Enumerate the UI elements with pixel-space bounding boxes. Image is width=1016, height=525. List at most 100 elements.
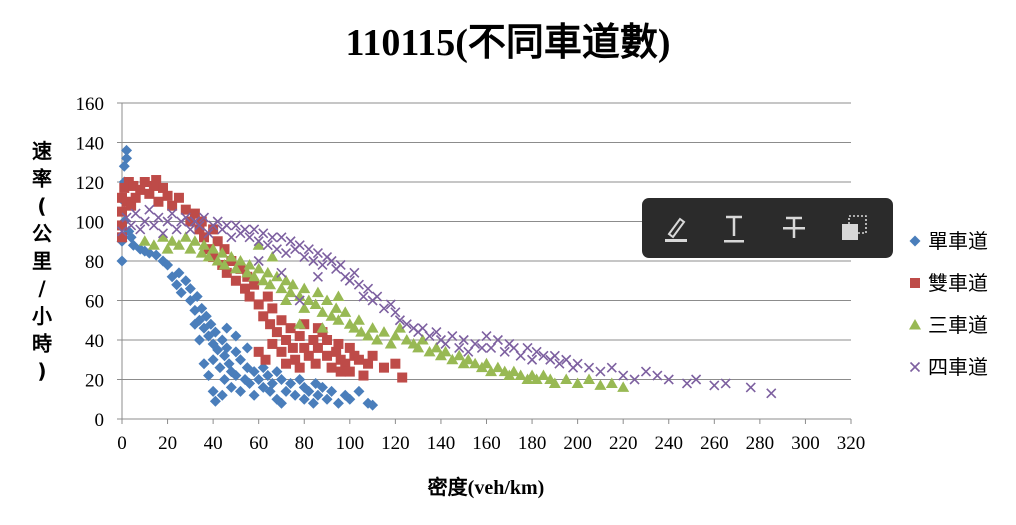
- series-diamond: [116, 144, 379, 411]
- data-point: [209, 326, 221, 338]
- data-point: [312, 248, 323, 259]
- data-point: [180, 204, 191, 215]
- data-point: [430, 341, 443, 353]
- data-point: [244, 232, 255, 243]
- data-point: [583, 362, 595, 373]
- data-point: [243, 258, 256, 270]
- data-point: [355, 326, 368, 337]
- text-underline-icon[interactable]: [716, 210, 752, 246]
- data-point: [394, 315, 405, 326]
- data-point: [290, 354, 301, 365]
- data-point: [262, 240, 273, 251]
- data-point: [397, 372, 408, 383]
- data-point: [189, 208, 200, 219]
- data-point: [198, 358, 210, 370]
- text-strikethrough-icon[interactable]: [776, 210, 812, 246]
- data-point: [130, 208, 141, 219]
- data-point: [691, 374, 702, 385]
- data-point: [446, 353, 459, 365]
- data-point: [249, 224, 260, 235]
- data-point: [322, 335, 333, 345]
- data-point: [252, 262, 265, 274]
- data-point: [371, 334, 384, 345]
- data-point: [179, 231, 192, 242]
- data-point: [344, 393, 356, 405]
- data-point: [208, 252, 219, 263]
- data-point: [240, 283, 251, 294]
- data-point: [514, 369, 527, 381]
- data-point: [248, 389, 260, 401]
- data-point: [499, 346, 510, 357]
- data-point: [148, 220, 159, 231]
- data-point: [188, 235, 201, 246]
- data-point: [229, 262, 242, 274]
- data-point: [162, 190, 173, 201]
- data-point: [317, 259, 328, 271]
- data-point: [135, 224, 146, 235]
- data-point: [303, 244, 314, 255]
- data-point: [221, 342, 233, 354]
- y-axis-label-char: 率: [32, 167, 52, 191]
- y-axis-label-char: 里: [32, 249, 52, 273]
- series-x: [116, 204, 777, 399]
- data-point: [412, 341, 425, 353]
- data-point: [262, 291, 273, 302]
- data-point: [253, 299, 264, 310]
- data-point: [548, 377, 561, 388]
- data-point: [138, 235, 151, 246]
- legend-marker-diamond: [909, 235, 921, 247]
- data-point: [431, 327, 442, 338]
- data-point: [276, 267, 287, 278]
- data-point: [390, 307, 401, 318]
- data-point: [629, 374, 640, 385]
- data-point: [330, 302, 343, 313]
- data-point: [241, 342, 253, 354]
- data-point: [400, 334, 413, 345]
- data-point: [212, 236, 223, 247]
- data-point: [275, 397, 287, 409]
- data-point: [260, 354, 271, 365]
- data-point: [652, 370, 663, 381]
- data-point: [299, 342, 310, 353]
- data-point: [462, 353, 475, 365]
- data-point: [312, 323, 323, 334]
- data-point: [594, 379, 607, 390]
- data-point: [423, 345, 436, 357]
- x-tick-label: 260: [700, 433, 729, 454]
- data-point: [211, 255, 224, 266]
- data-point: [285, 377, 297, 389]
- data-point: [198, 239, 211, 250]
- data-point: [340, 358, 351, 369]
- data-point: [180, 275, 192, 287]
- data-point: [331, 346, 342, 357]
- data-point: [308, 335, 319, 345]
- data-point: [378, 303, 390, 314]
- data-point: [326, 362, 337, 373]
- data-point: [235, 263, 246, 274]
- data-point: [214, 362, 226, 374]
- data-point: [363, 358, 374, 369]
- data-point: [284, 286, 297, 298]
- data-point: [185, 224, 196, 235]
- crop-area-icon[interactable]: [836, 210, 872, 246]
- legend-marker-square: [910, 278, 920, 288]
- data-point: [385, 299, 396, 310]
- data-point: [253, 346, 264, 357]
- data-point: [531, 346, 542, 357]
- data-point: [167, 200, 178, 211]
- data-point: [481, 330, 492, 342]
- data-point: [226, 232, 237, 243]
- highlight-icon[interactable]: [658, 210, 694, 246]
- data-point: [267, 303, 278, 314]
- data-point: [230, 370, 242, 382]
- data-point: [225, 251, 238, 262]
- data-point: [605, 377, 618, 388]
- y-axis-label-char: ): [37, 359, 46, 383]
- data-point: [326, 385, 338, 397]
- data-point: [261, 266, 274, 278]
- y-tick-label: 0: [95, 410, 105, 431]
- data-point: [333, 338, 344, 349]
- data-points: [116, 144, 777, 411]
- data-point: [157, 231, 170, 242]
